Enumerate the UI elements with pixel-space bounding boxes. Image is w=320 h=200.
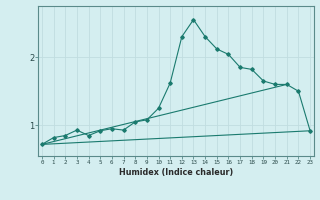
X-axis label: Humidex (Indice chaleur): Humidex (Indice chaleur) xyxy=(119,168,233,177)
